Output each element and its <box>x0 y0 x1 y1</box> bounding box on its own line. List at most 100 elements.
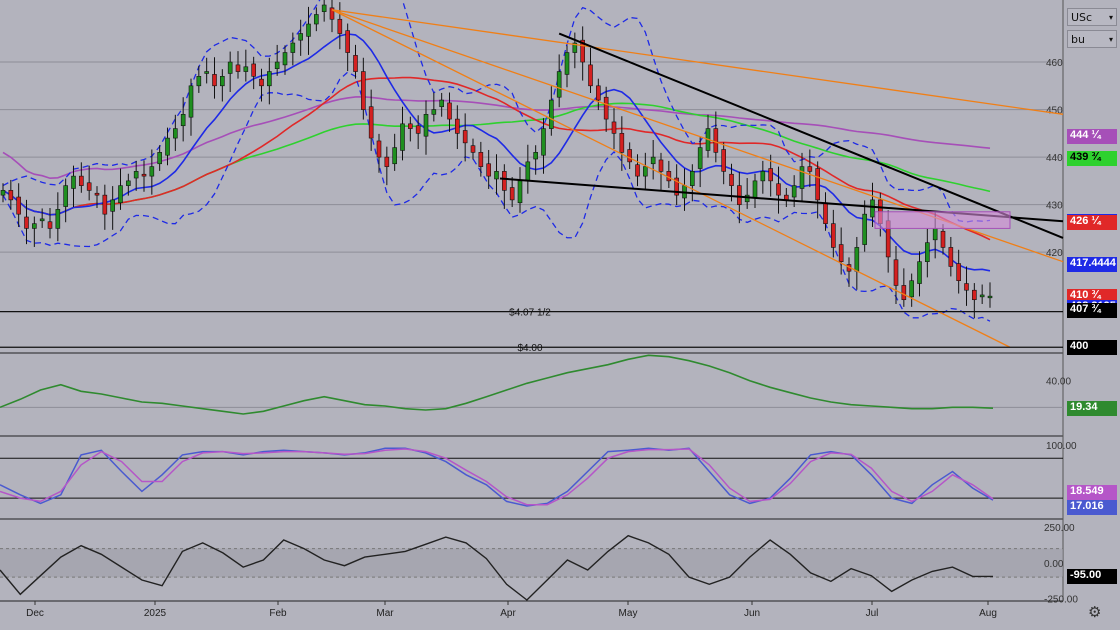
candle-body <box>227 61 233 74</box>
candle-body <box>282 52 288 66</box>
candle-body <box>39 218 45 222</box>
candle-body <box>603 96 609 120</box>
rsi-line <box>0 354 994 415</box>
candle-body <box>24 216 29 229</box>
candle-body <box>674 177 679 196</box>
candle-body <box>274 61 280 69</box>
candle-body <box>165 137 170 156</box>
candle-body <box>94 192 100 196</box>
candle-body <box>204 71 209 74</box>
rsi-value-tag: 19.34 <box>1067 400 1117 416</box>
candle-body <box>494 171 499 180</box>
candle-body <box>956 263 961 281</box>
candle-body <box>979 294 985 298</box>
candle-body <box>815 168 820 201</box>
y-tick-label: 440 <box>1046 153 1063 164</box>
candle-body <box>368 106 374 139</box>
x-tick-label: May <box>619 608 638 619</box>
stoch-value-tag: 17.016 <box>1067 499 1117 515</box>
candle-body <box>345 30 350 53</box>
price-tag: 439 ¾ <box>1067 150 1117 166</box>
candle-body <box>243 66 249 72</box>
candle-body <box>611 121 617 134</box>
candle-body <box>854 247 860 272</box>
x-tick-label: Jul <box>866 608 879 619</box>
candle-body <box>838 244 844 262</box>
candle-body <box>556 71 562 98</box>
candle-body <box>737 185 742 205</box>
candle-body <box>768 168 773 182</box>
stoch-value-tag: 18.549 <box>1067 484 1117 500</box>
price-tag: 426 ¼ <box>1067 215 1117 230</box>
ma-line-red <box>2 76 991 241</box>
candle-body <box>408 123 413 129</box>
stoch-line <box>0 447 994 507</box>
candle-body <box>251 63 256 77</box>
candle-body <box>55 209 61 229</box>
candle-body <box>47 221 53 229</box>
y-tick-label: 460 <box>1046 58 1063 69</box>
candle-body <box>760 171 766 182</box>
candle-body <box>470 145 476 153</box>
highlight-box <box>874 211 1011 229</box>
candle-body <box>831 223 836 248</box>
candle-body <box>63 185 68 207</box>
candle-body <box>525 161 531 182</box>
settings-icon[interactable]: ⚙ <box>1088 603 1102 621</box>
candle-body <box>16 196 21 215</box>
y-tick-label: 250.00 <box>1044 523 1075 534</box>
candle-body <box>893 259 899 286</box>
candle-body <box>870 199 875 218</box>
candle-body <box>212 74 217 87</box>
candle-body <box>423 114 429 137</box>
candle-body <box>102 194 108 215</box>
candle-body <box>549 99 554 129</box>
price-tag: 410 ¾ <box>1067 288 1117 304</box>
candle-body <box>799 166 805 189</box>
price-tag: 400 <box>1067 339 1117 355</box>
x-tick-label: 2025 <box>144 608 167 619</box>
candle-body <box>509 187 515 201</box>
price-tag: 444 ¼ <box>1067 129 1117 145</box>
candle-body <box>572 42 578 53</box>
currency-unit-select[interactable]: USc ▾ <box>1067 8 1117 26</box>
x-tick-label: Jun <box>744 608 760 619</box>
chart-grid <box>0 0 1064 602</box>
candle-body <box>392 147 397 165</box>
candle-body <box>541 128 546 156</box>
stoch-line <box>0 448 994 506</box>
y-tick-label: 430 <box>1046 201 1063 212</box>
candle-body <box>118 185 123 204</box>
candle-body <box>807 166 813 172</box>
candle-body <box>580 39 585 63</box>
candle-body <box>964 283 969 291</box>
candle-body <box>180 114 186 127</box>
candle-body <box>0 190 6 196</box>
candle-body <box>478 152 484 167</box>
candle-body <box>972 289 977 301</box>
candle-body <box>86 182 92 191</box>
candle-body <box>502 171 507 191</box>
support-level-label: $4.00 <box>517 343 542 354</box>
candle-body <box>925 242 930 262</box>
candle-body <box>917 261 922 284</box>
plot-background <box>0 0 1063 600</box>
cci-band <box>0 548 1063 578</box>
measure-unit-select[interactable]: bu ▾ <box>1067 30 1117 48</box>
currency-unit-label: USc <box>1071 11 1093 24</box>
candle-body <box>713 128 719 153</box>
y-tick-label: 420 <box>1046 248 1063 259</box>
candle-body <box>8 190 14 201</box>
candle-body <box>697 147 703 169</box>
candle-body <box>823 202 828 224</box>
candle-body <box>314 14 319 25</box>
candle-body <box>635 164 640 177</box>
stochastic-panel: 100.00 <box>0 441 1077 507</box>
candle-body <box>337 18 343 34</box>
channel-line <box>331 9 1011 348</box>
support-level-label: $4.07 1/2 <box>509 308 551 319</box>
x-tick-label: Feb <box>269 608 287 619</box>
candle-body <box>235 64 241 72</box>
candle-body <box>901 285 907 301</box>
